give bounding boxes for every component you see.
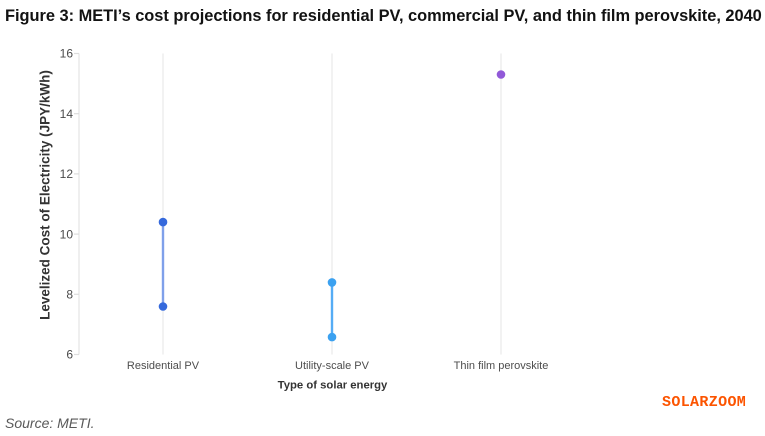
svg-text:6: 6 bbox=[66, 348, 73, 362]
svg-text:Levelized Cost of Electricity: Levelized Cost of Electricity (JPY/kWh) bbox=[38, 70, 53, 320]
svg-text:Type of solar energy: Type of solar energy bbox=[278, 380, 388, 392]
svg-text:Residential PV: Residential PV bbox=[127, 360, 200, 372]
svg-text:Utility-scale PV: Utility-scale PV bbox=[295, 360, 370, 372]
svg-text:10: 10 bbox=[60, 227, 74, 241]
svg-text:8: 8 bbox=[66, 288, 73, 302]
svg-text:14: 14 bbox=[60, 107, 74, 121]
svg-text:Thin film perovskite: Thin film perovskite bbox=[454, 360, 549, 372]
svg-text:12: 12 bbox=[60, 167, 74, 181]
svg-text:16: 16 bbox=[60, 47, 74, 61]
